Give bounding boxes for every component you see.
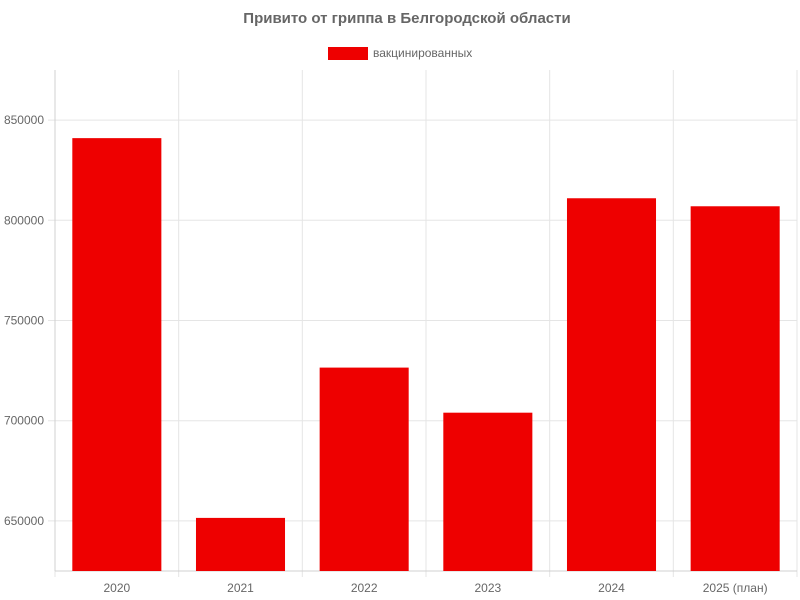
bars <box>72 138 780 572</box>
y-tick-label: 850000 <box>4 113 44 127</box>
legend-label: вакцинированных <box>373 46 472 60</box>
y-tick-label: 800000 <box>4 213 44 227</box>
bar[interactable] <box>690 206 780 571</box>
bar[interactable] <box>319 367 409 571</box>
y-axis-ticks: 650000 700000 750000 800000 850000 <box>4 113 44 528</box>
x-tick-label: 2023 <box>474 581 501 595</box>
grid <box>48 70 798 577</box>
legend-swatch <box>328 47 368 60</box>
x-tick-label: 2021 <box>227 581 254 595</box>
legend[interactable]: вакцинированных <box>328 46 472 60</box>
bar[interactable] <box>443 412 533 571</box>
y-tick-label: 750000 <box>4 314 44 328</box>
x-tick-label: 2024 <box>598 581 625 595</box>
bar[interactable] <box>72 138 162 572</box>
x-tick-label: 2020 <box>103 581 130 595</box>
x-axis-ticks: 2020 2021 2022 2023 2024 2025 (план) <box>103 581 767 595</box>
y-tick-label: 650000 <box>4 514 44 528</box>
x-tick-label: 2022 <box>351 581 378 595</box>
bar[interactable] <box>195 517 286 571</box>
chart-title: Привито от гриппа в Белгородской области <box>243 10 570 27</box>
y-tick-label: 700000 <box>4 414 44 428</box>
x-tick-label: 2025 (план) <box>703 581 768 595</box>
bar[interactable] <box>566 198 657 572</box>
